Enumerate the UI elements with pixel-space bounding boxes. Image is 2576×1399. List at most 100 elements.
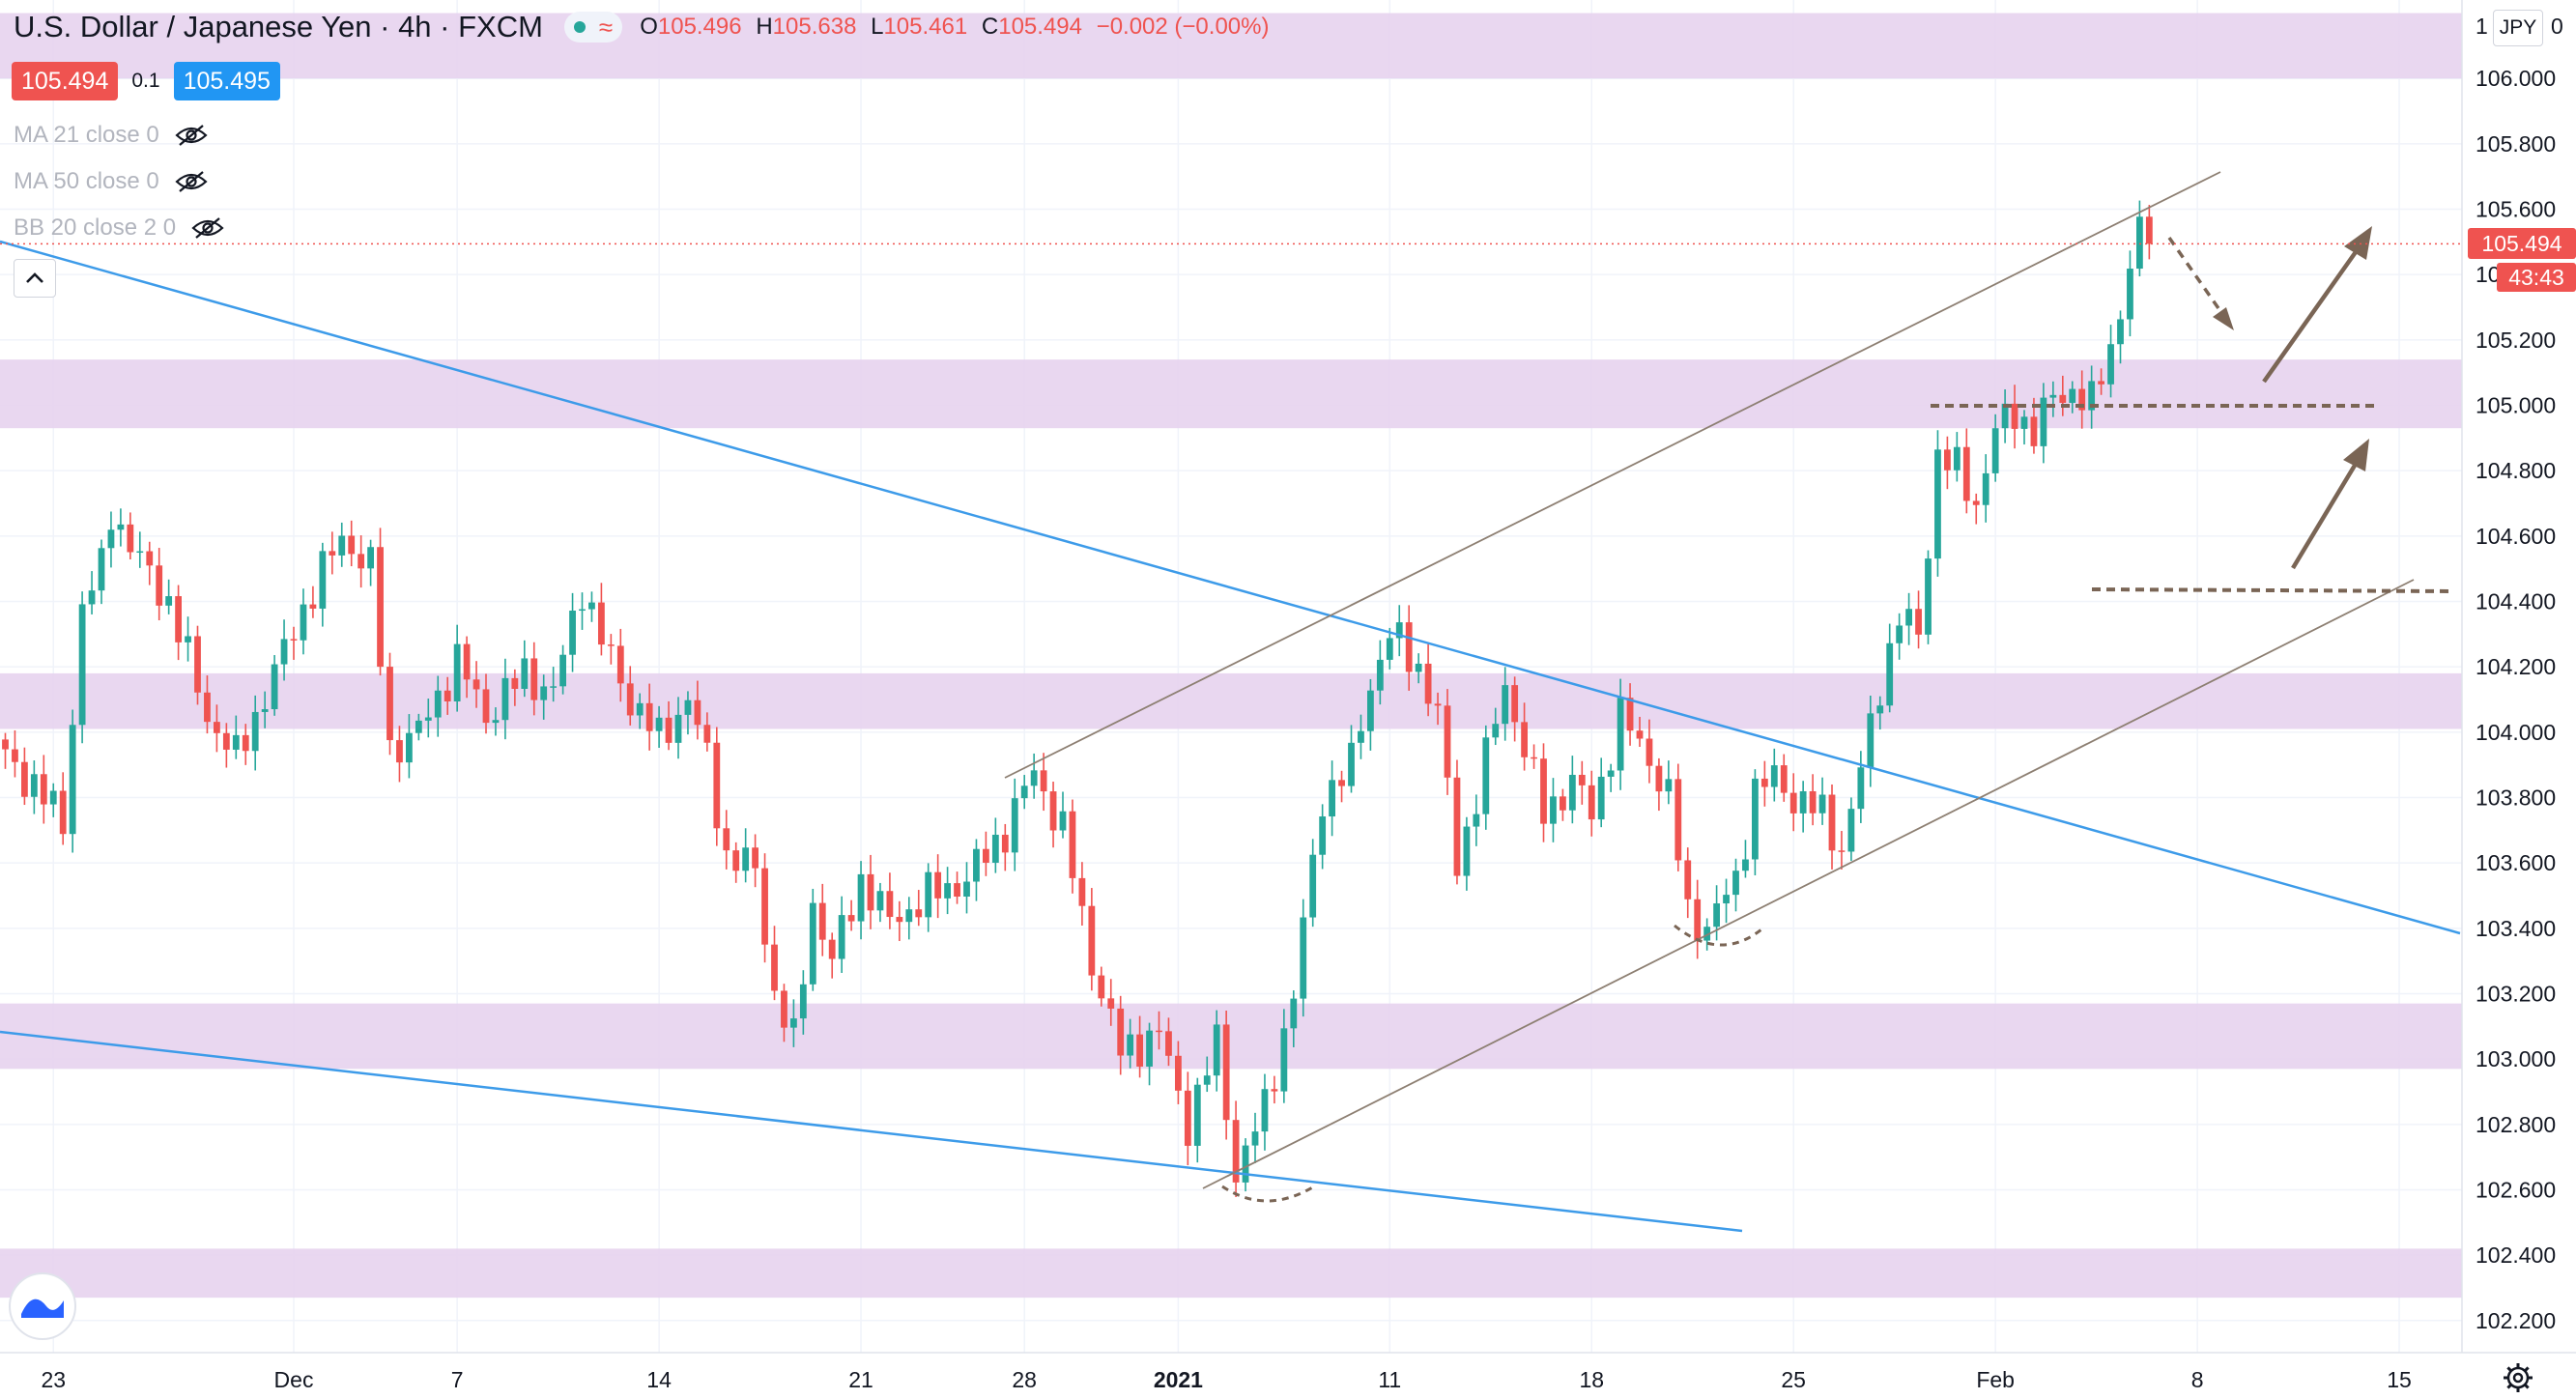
candle bbox=[511, 669, 519, 706]
candle bbox=[550, 667, 558, 702]
candle bbox=[645, 683, 653, 751]
price-tick-label: 104.000 bbox=[2476, 720, 2556, 745]
time-tick-label: Feb bbox=[1976, 1367, 2015, 1392]
dashed-level-104-4 bbox=[2091, 587, 2453, 593]
price-tick-label: 105.600 bbox=[2476, 197, 2556, 222]
candle bbox=[1934, 430, 1941, 577]
candle bbox=[2098, 368, 2104, 395]
price-scale-bg bbox=[2462, 0, 2576, 1353]
symbol-title[interactable]: U.S. Dollar / Japanese Yen · 4h · FXCM bbox=[14, 10, 543, 43]
candle bbox=[1665, 760, 1673, 805]
indicator-bb20[interactable]: BB 20 close 2 0 bbox=[14, 214, 224, 242]
price-tick-label: 103.600 bbox=[2476, 850, 2556, 875]
arrow-up-lower bbox=[2291, 462, 2358, 570]
price-tick-label: 102.600 bbox=[2476, 1177, 2556, 1202]
time-tick-label: Dec bbox=[274, 1367, 314, 1392]
price-tick-label: 105.200 bbox=[2476, 328, 2556, 353]
price-tick-label: 102.800 bbox=[2476, 1112, 2556, 1137]
candle bbox=[377, 528, 384, 676]
market-status-pill[interactable]: ≈ bbox=[563, 12, 623, 43]
candle bbox=[300, 588, 307, 655]
candle bbox=[367, 539, 374, 586]
candle bbox=[1329, 760, 1335, 837]
candle bbox=[1511, 676, 1519, 742]
indicator-ma50[interactable]: MA 50 close 0 bbox=[14, 168, 208, 195]
candle bbox=[1597, 757, 1605, 828]
eye-off-icon[interactable] bbox=[175, 124, 208, 147]
candle bbox=[905, 897, 913, 940]
descending-trendline-lower bbox=[0, 1030, 1743, 1233]
candle bbox=[1925, 550, 1932, 644]
price-tick-label: 104.600 bbox=[2476, 524, 2556, 549]
price-tick-label: 103.400 bbox=[2476, 916, 2556, 941]
currency-button[interactable]: JPY bbox=[2493, 10, 2543, 46]
sell-price-button[interactable]: 105.494 bbox=[12, 62, 119, 100]
time-scale[interactable]: 23 Dec 7 14 21 28 2021 11 18 25 Feb 8 15 bbox=[41, 1367, 2411, 1392]
candle bbox=[338, 522, 346, 567]
eye-off-icon[interactable] bbox=[175, 170, 208, 193]
candle bbox=[261, 691, 269, 728]
candle bbox=[655, 705, 663, 749]
candle bbox=[453, 624, 461, 712]
candle bbox=[165, 579, 173, 614]
candle bbox=[1962, 428, 1970, 514]
candle bbox=[396, 726, 403, 783]
candle bbox=[742, 828, 750, 883]
arrow-down-head bbox=[2213, 307, 2234, 330]
candle bbox=[1040, 753, 1047, 812]
candle bbox=[463, 636, 471, 699]
candle bbox=[2059, 375, 2067, 416]
eye-off-icon[interactable] bbox=[191, 216, 224, 240]
candle bbox=[1434, 692, 1442, 726]
candle bbox=[963, 862, 970, 914]
candle bbox=[2127, 250, 2133, 337]
price-tick-label: 106.000 bbox=[2476, 66, 2556, 91]
candle bbox=[30, 760, 38, 814]
candle bbox=[1193, 1077, 1201, 1163]
currency-extra: 0 bbox=[2551, 14, 2563, 39]
candle bbox=[1944, 436, 1951, 490]
price-scale[interactable]: 106.000105.800105.600105.400105.200105.0… bbox=[2476, 66, 2556, 1333]
candle bbox=[1847, 797, 1855, 861]
candle bbox=[214, 704, 220, 753]
candle bbox=[1684, 847, 1692, 919]
candle bbox=[896, 900, 903, 941]
candle bbox=[915, 890, 923, 927]
candle bbox=[1069, 799, 1076, 894]
candle bbox=[2088, 365, 2096, 429]
settings-gear-icon[interactable] bbox=[2504, 1363, 2533, 1392]
candle bbox=[1972, 493, 1980, 525]
candle bbox=[723, 810, 730, 870]
change-value: −0.002 (−0.00%) bbox=[1096, 14, 1270, 40]
last-price-tag: 105.494 bbox=[2468, 228, 2576, 260]
candle bbox=[1453, 759, 1461, 885]
candle bbox=[49, 783, 57, 817]
candle bbox=[944, 867, 951, 915]
collapse-legend-button[interactable] bbox=[14, 259, 56, 298]
buy-price-button[interactable]: 105.495 bbox=[173, 62, 280, 100]
candle bbox=[2040, 383, 2047, 464]
candle bbox=[406, 714, 413, 779]
indicator-ma21[interactable]: MA 21 close 0 bbox=[14, 122, 208, 149]
candle bbox=[1982, 454, 1989, 523]
candle bbox=[1674, 763, 1682, 871]
countdown-tag: 43:43 bbox=[2497, 263, 2576, 293]
candle bbox=[1588, 770, 1595, 837]
price-tick-label: 104.200 bbox=[2476, 654, 2556, 679]
candle bbox=[828, 932, 836, 979]
time-tick-label: 8 bbox=[2191, 1367, 2204, 1392]
candle bbox=[2078, 370, 2086, 429]
candle bbox=[59, 772, 67, 845]
candle bbox=[559, 644, 566, 695]
tradingview-logo[interactable] bbox=[9, 1272, 76, 1340]
data-wave-icon: ≈ bbox=[598, 12, 614, 42]
candle bbox=[1732, 858, 1739, 912]
candle bbox=[1290, 990, 1298, 1047]
candle bbox=[636, 693, 644, 729]
candle bbox=[40, 755, 47, 824]
candle bbox=[1020, 775, 1028, 810]
candle bbox=[1789, 773, 1797, 832]
candle bbox=[1280, 1009, 1288, 1103]
arrow-up-upper-head bbox=[2344, 226, 2372, 260]
